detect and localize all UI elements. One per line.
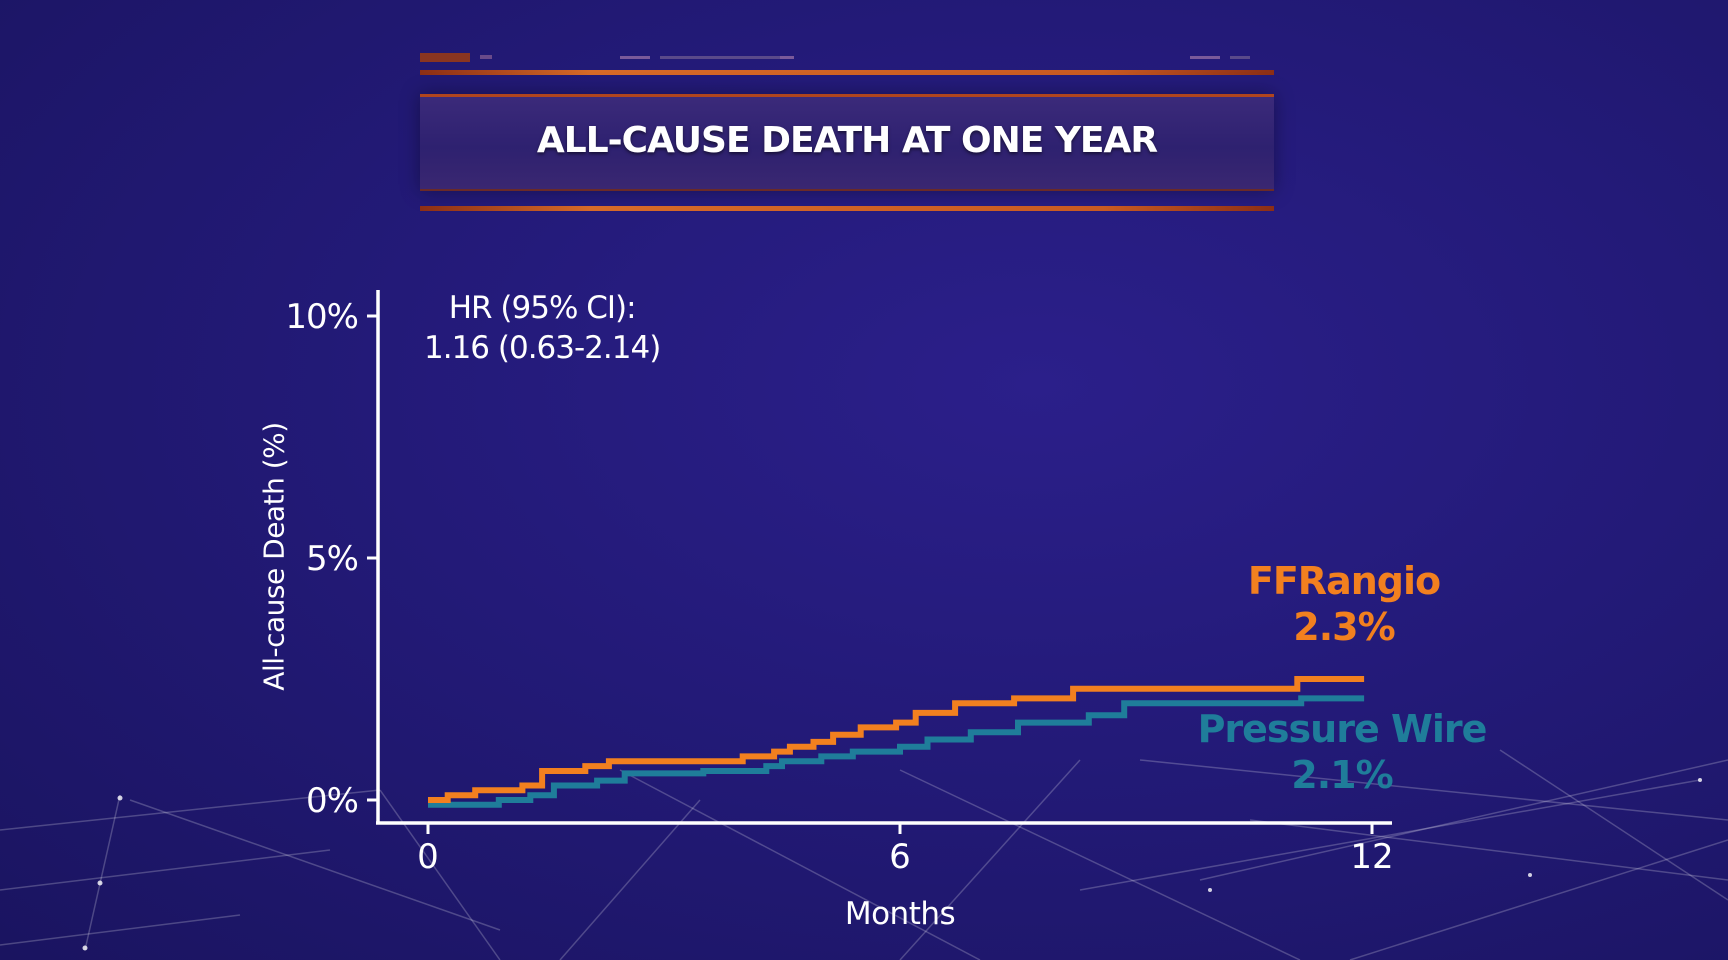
series-line-pressure-wire bbox=[428, 695, 1365, 808]
hazard-ratio-label: HR (95% CI): bbox=[448, 290, 637, 326]
x-tick-label: 12 bbox=[1350, 837, 1393, 877]
x-tick-label: 6 bbox=[889, 837, 911, 877]
series-name-ffrangio: FFRangio bbox=[1247, 559, 1441, 603]
y-tick-label: 10% bbox=[285, 297, 358, 337]
series-name-pressure-wire: Pressure Wire bbox=[1197, 707, 1488, 751]
series-line-ffrangio bbox=[428, 676, 1365, 803]
series-value-ffrangio: 2.3% bbox=[1293, 605, 1395, 649]
page-title: ALL-CAUSE DEATH AT ONE YEAR bbox=[536, 119, 1158, 161]
y-axis-label: All-cause Death (%) bbox=[257, 422, 291, 691]
banner-top-line bbox=[420, 70, 1274, 75]
x-tick-label: 0 bbox=[417, 837, 439, 877]
hazard-ratio-value: 1.16 (0.63-2.14) bbox=[424, 330, 661, 366]
y-tick-label: 5% bbox=[306, 539, 358, 579]
title-banner bbox=[420, 94, 1274, 191]
hazard-ratio-annotation: HR (95% CI): 1.16 (0.63-2.14) bbox=[424, 288, 661, 368]
series-label-ffrangio: FFRangio 2.3% bbox=[1234, 558, 1454, 650]
banner-glitch-strip bbox=[420, 48, 1280, 62]
banner-bottom-line bbox=[420, 206, 1274, 211]
x-axis-label: Months bbox=[844, 896, 956, 932]
series-value-pressure-wire: 2.1% bbox=[1291, 753, 1393, 797]
y-tick-label: 0% bbox=[306, 781, 358, 821]
series-label-pressure-wire: Pressure Wire 2.1% bbox=[1192, 706, 1492, 798]
